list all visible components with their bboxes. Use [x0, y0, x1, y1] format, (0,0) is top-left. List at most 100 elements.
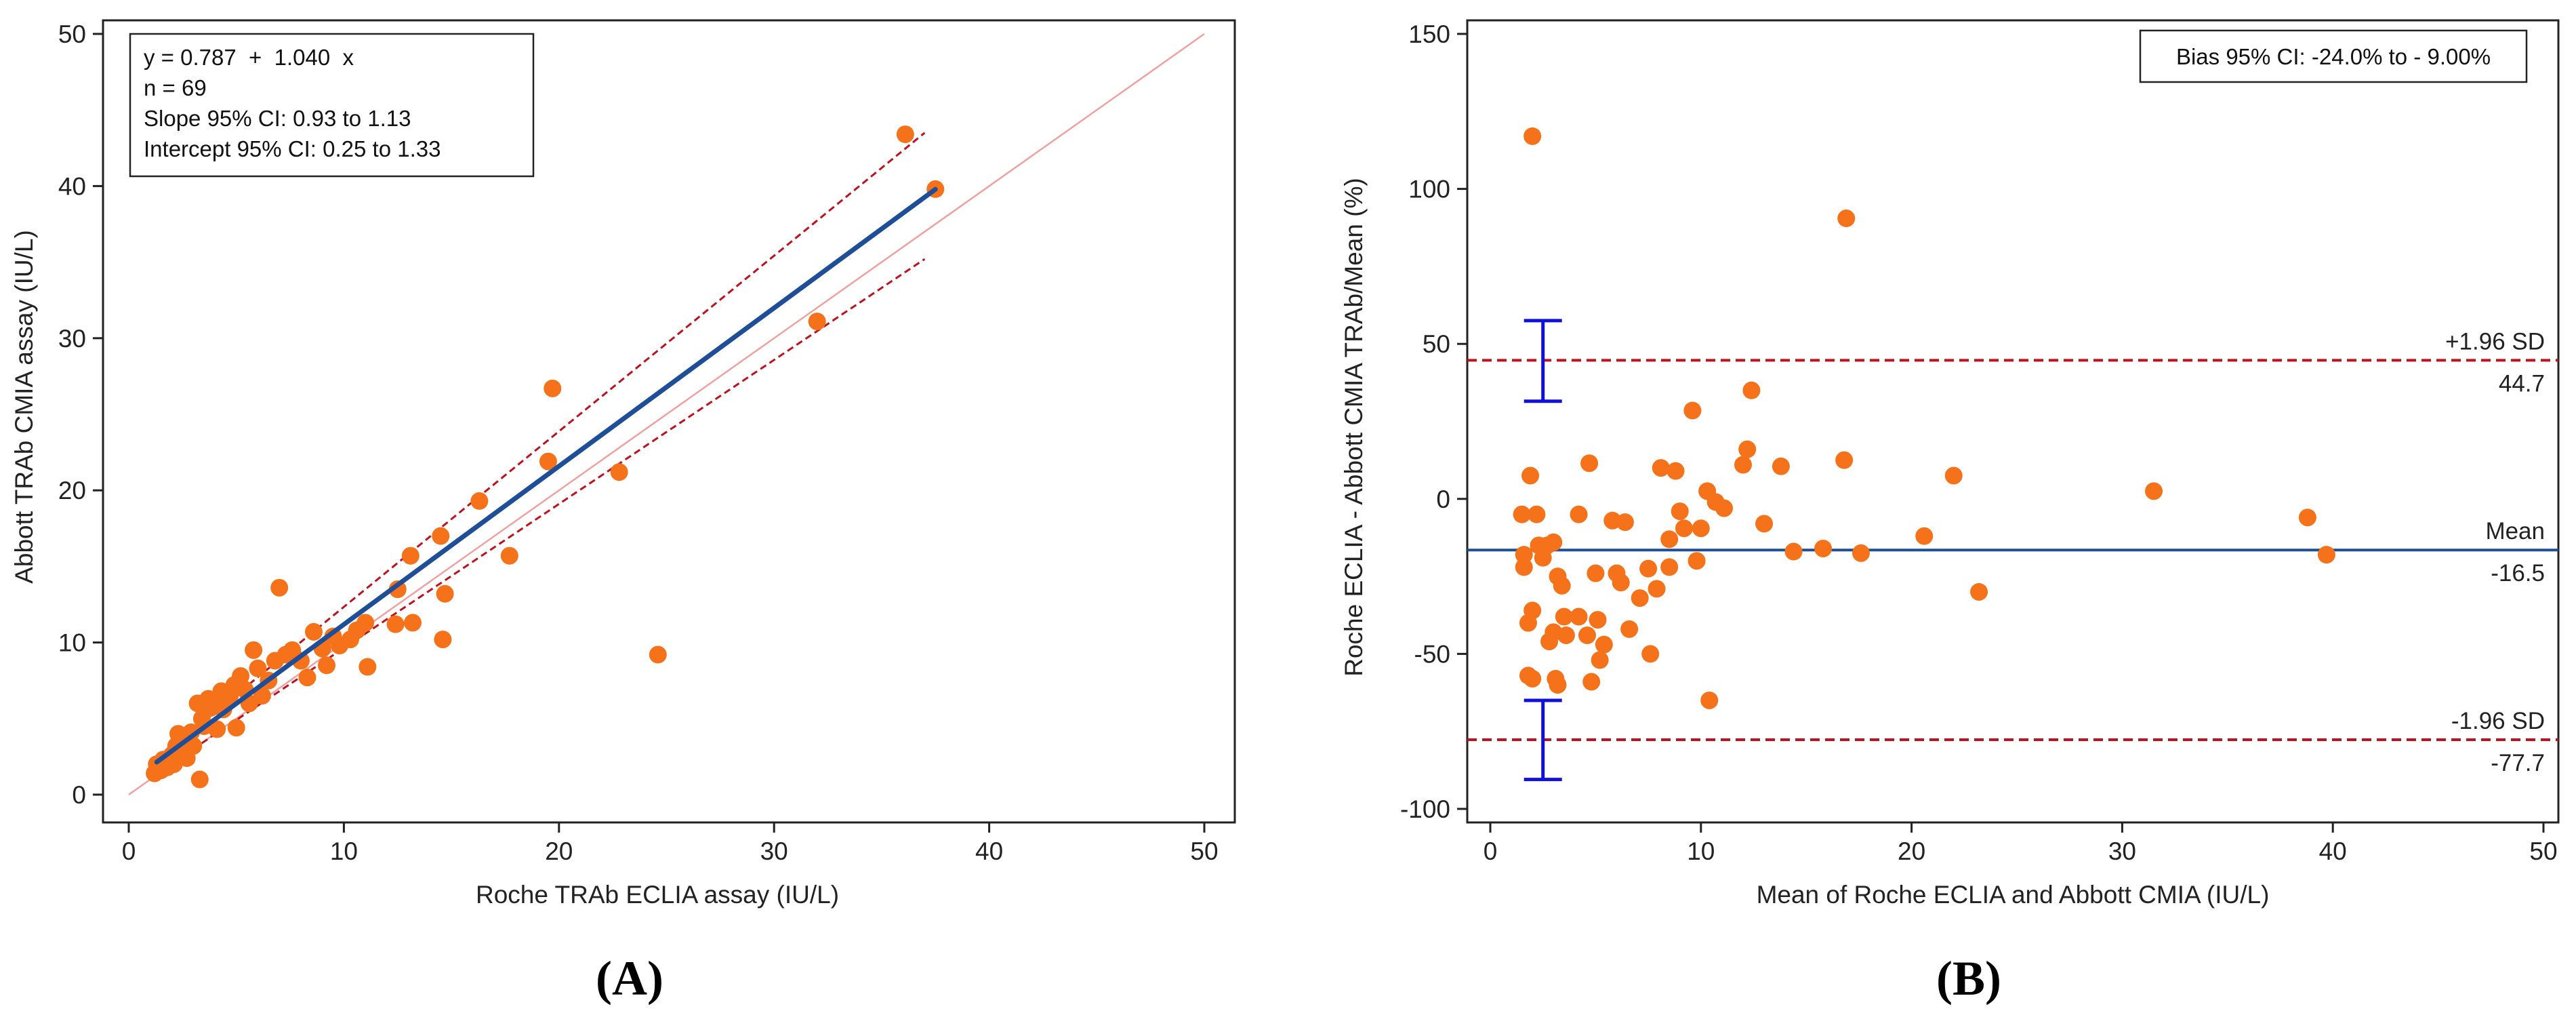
data-point: [401, 546, 420, 565]
data-point: [1616, 513, 1634, 532]
data-point: [249, 659, 267, 677]
panel-b-y-ticks: -100 -50 0 50 100 150: [1400, 20, 1467, 823]
data-point: [1683, 401, 1702, 420]
data-point: [1570, 608, 1588, 626]
data-point: [1580, 454, 1599, 473]
data-point: [1700, 691, 1719, 709]
panel-a-chart: 0 10 20 30 40 50 0 10 20 30 40 50 Roche TRAb ECLIA…: [10, 19, 1236, 1006]
y-tick-label: 10: [58, 629, 86, 657]
data-point: [1587, 564, 1605, 582]
data-point: [1528, 505, 1546, 523]
panel-b-data-points: [1513, 127, 2335, 709]
data-point: [298, 669, 316, 687]
data-point: [1570, 505, 1588, 523]
data-point: [1738, 440, 1757, 458]
data-point: [1852, 544, 1870, 562]
data-point: [1660, 530, 1679, 549]
stats-equation: y = 0.787 + 1.040 x: [144, 45, 354, 70]
x-tick-label: 50: [2529, 837, 2557, 865]
data-point: [1648, 580, 1666, 598]
data-point: [1589, 611, 1607, 629]
data-point: [1545, 533, 1563, 551]
data-point: [318, 656, 336, 675]
x-tick-label: 20: [1898, 837, 1925, 865]
data-point: [434, 631, 452, 649]
data-point: [1692, 519, 1710, 538]
data-point: [1742, 381, 1761, 399]
upper-loa-value: 44.7: [2499, 370, 2545, 397]
regression-line: [154, 186, 938, 765]
data-point: [1612, 574, 1630, 592]
data-point: [432, 527, 450, 545]
data-point: [808, 313, 826, 331]
panel-b-stats-box-frame: [2139, 29, 2528, 83]
data-point: [610, 463, 628, 481]
data-point: [1591, 651, 1609, 669]
panel-b-ci-error-bars: [1524, 319, 1562, 782]
data-point: [184, 737, 203, 755]
panel-a-stats-box-frame: [129, 33, 535, 178]
data-point: [1513, 505, 1531, 523]
upper-loa-label: +1.96 SD: [2445, 328, 2545, 355]
data-point: [1557, 626, 1575, 644]
data-point: [1837, 210, 1856, 228]
data-point: [386, 615, 405, 633]
data-point: [896, 125, 914, 144]
panel-a-x-ticks: 0 10 20 30 40 50: [122, 822, 1219, 865]
x-tick-label: 20: [545, 837, 573, 865]
regression-line-path: [154, 186, 938, 765]
y-tick-label: -100: [1400, 795, 1450, 823]
x-tick-label: 30: [2108, 837, 2136, 865]
y-tick-label: -50: [1414, 640, 1450, 668]
panel-b-label: (B): [1936, 951, 2001, 1006]
mean-line-label: Mean: [2485, 518, 2545, 544]
identity-line-path: [128, 33, 1205, 796]
data-point: [190, 770, 209, 789]
data-point: [544, 379, 562, 397]
data-point: [403, 614, 422, 632]
stats-intercept-ci: Intercept 95% CI: 0.25 to 1.33: [144, 136, 441, 161]
y-tick-label: 40: [58, 172, 86, 200]
data-point: [1524, 127, 1542, 145]
panel-b-plot-frame: [1466, 19, 2560, 824]
stats-slope-ci: Slope 95% CI: 0.93 to 1.13: [144, 106, 411, 131]
data-point: [1734, 456, 1752, 474]
panel-a-x-axis-title: Roche TRAb ECLIA assay (IU/L): [476, 881, 839, 909]
data-point: [2317, 546, 2335, 564]
data-point: [304, 622, 323, 641]
y-tick-label: 50: [58, 20, 86, 48]
data-point: [270, 578, 289, 597]
data-point: [1915, 527, 1934, 545]
x-tick-label: 30: [760, 837, 788, 865]
data-point: [1814, 539, 1833, 557]
data-point: [1549, 676, 1567, 694]
lower-loa-label: -1.96 SD: [2451, 708, 2545, 734]
panel-b-chart: 0 10 20 30 40 50 -100 -50 0 50 100 150 +1.96 SD 44…: [1340, 19, 2560, 1006]
data-point: [227, 719, 245, 737]
data-point: [1521, 466, 1540, 485]
data-point: [1660, 558, 1679, 576]
y-tick-label: 150: [1408, 20, 1450, 48]
ci-band-lower: [156, 258, 926, 774]
data-point: [1639, 559, 1658, 578]
data-point: [1555, 608, 1573, 626]
x-tick-label: 40: [2319, 837, 2347, 865]
identity-line: [128, 33, 1205, 796]
y-tick-label: 50: [1423, 330, 1450, 358]
data-point: [1715, 499, 1733, 517]
panel-b-reference-lines: [1467, 359, 2558, 742]
data-point: [356, 614, 375, 632]
data-point: [1524, 669, 1542, 688]
data-point: [539, 452, 557, 471]
data-point: [1755, 515, 1774, 533]
x-tick-label: 40: [975, 837, 1003, 865]
data-point: [1944, 466, 1963, 485]
panel-a-y-axis-title: Abbott TRAb CMIA assay (IU/L): [10, 230, 38, 584]
data-point: [1620, 620, 1639, 638]
data-point: [1524, 601, 1542, 620]
data-point: [1631, 589, 1649, 608]
data-point: [232, 666, 250, 685]
data-point: [245, 641, 263, 659]
panel-a-stats-box: y = 0.787 + 1.040 x n = 69 Slope 95% CI:…: [129, 33, 535, 178]
